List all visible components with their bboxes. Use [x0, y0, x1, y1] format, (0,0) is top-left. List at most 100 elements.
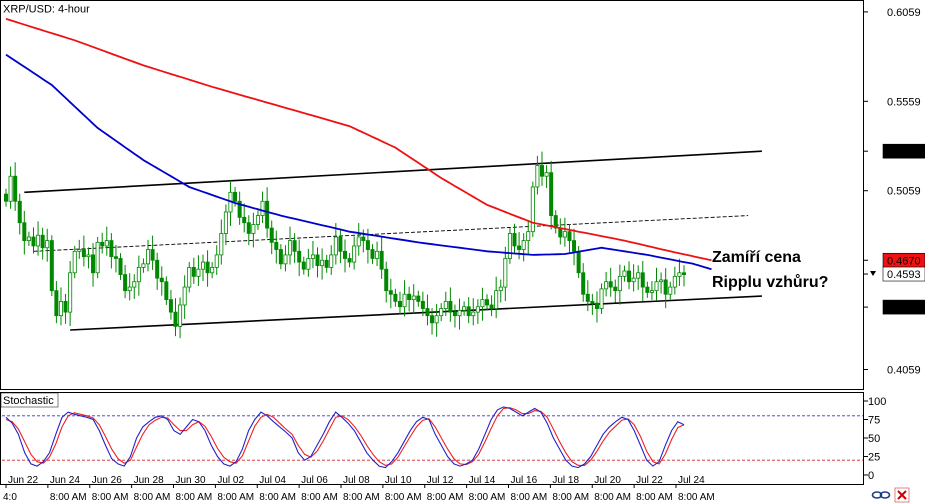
candle	[320, 248, 325, 280]
candle-body	[315, 254, 320, 267]
candle	[196, 255, 201, 287]
candle-body	[375, 250, 380, 259]
candle	[274, 230, 279, 264]
candle-body	[113, 256, 118, 259]
time-label: 8:00 AM	[217, 492, 254, 503]
candle	[681, 265, 687, 287]
price-label: 0.5559	[887, 96, 921, 108]
candle	[127, 273, 132, 301]
candle-body	[146, 249, 151, 265]
candle-body	[310, 254, 315, 259]
candle	[407, 286, 412, 312]
candle	[375, 241, 380, 266]
time-label: 8:00 AM	[594, 492, 631, 503]
candle-body	[68, 272, 73, 313]
candle	[622, 265, 627, 282]
candle-body	[13, 175, 18, 202]
candle	[219, 219, 224, 265]
candle-body	[320, 259, 325, 267]
time-label: 8:00 AM	[343, 492, 380, 503]
price-label: 0.4670	[887, 255, 921, 267]
candle	[539, 151, 544, 186]
candle-body	[54, 290, 59, 317]
candle-body	[347, 258, 352, 263]
candle-body	[49, 240, 54, 292]
candle	[315, 247, 320, 278]
candle	[132, 274, 137, 299]
candle-body	[274, 241, 279, 250]
candle	[292, 233, 297, 264]
close-icon[interactable]	[894, 487, 910, 503]
candle-body	[260, 200, 265, 216]
candle	[164, 276, 169, 305]
candle-body	[462, 306, 467, 311]
candle-body	[297, 250, 302, 263]
candle-body	[452, 311, 457, 317]
candle	[22, 210, 27, 255]
candle	[627, 261, 632, 290]
candle-body	[654, 281, 659, 292]
candle-body	[393, 293, 398, 302]
candle	[384, 261, 389, 303]
candle	[562, 217, 567, 247]
candle	[590, 293, 595, 315]
candle	[594, 291, 599, 323]
candle-body	[379, 250, 384, 270]
candle-body	[173, 311, 178, 327]
candle-body	[457, 309, 462, 317]
candle	[58, 287, 63, 326]
candle	[17, 193, 22, 235]
candle	[288, 226, 293, 265]
candle-body	[439, 308, 444, 317]
price-badge	[882, 143, 925, 159]
annotation-line-1: Zamíří cena	[712, 249, 801, 266]
candle-body	[219, 233, 224, 256]
candle-body	[255, 215, 260, 225]
ma-slow-line	[5, 18, 712, 262]
date-label: Jun 26	[92, 475, 122, 486]
candle-body	[123, 274, 128, 292]
candle	[150, 235, 155, 270]
candle	[352, 236, 357, 270]
stochastic-label: 0	[868, 470, 874, 482]
date-label: Jul 20	[594, 475, 621, 486]
candle	[81, 235, 86, 267]
candle-body	[549, 172, 554, 216]
link-icon[interactable]	[871, 491, 891, 499]
candle	[356, 223, 361, 256]
date-label: Jun 22	[8, 475, 38, 486]
candle	[136, 255, 141, 296]
candle	[251, 212, 256, 248]
candle	[31, 227, 36, 254]
candle	[255, 210, 260, 230]
candle	[173, 298, 178, 337]
candle	[507, 228, 512, 264]
main-panel-frame	[0, 0, 864, 390]
candle-body	[485, 299, 490, 306]
candle-body	[81, 249, 86, 258]
candle	[237, 191, 242, 225]
candle-body	[178, 304, 183, 327]
ma-fast-line	[5, 53, 712, 271]
candle-body	[645, 286, 650, 293]
candle	[553, 210, 558, 234]
time-label: 8:00 AM	[552, 492, 589, 503]
candle	[581, 263, 586, 302]
candle-body	[420, 300, 425, 309]
candle	[95, 237, 100, 279]
candle-body	[576, 250, 581, 274]
candle	[475, 299, 480, 324]
candle-body	[585, 293, 590, 302]
date-label: Jul 22	[636, 475, 663, 486]
candle	[452, 304, 457, 328]
date-label: Jul 16	[511, 475, 538, 486]
candle	[63, 293, 68, 324]
candle-body	[430, 315, 435, 324]
candle-body	[91, 254, 96, 274]
candle-body	[649, 290, 654, 293]
trendline-upper	[24, 150, 762, 194]
candle-body	[466, 306, 471, 317]
candle-body	[233, 191, 238, 202]
candle-body	[40, 234, 45, 249]
